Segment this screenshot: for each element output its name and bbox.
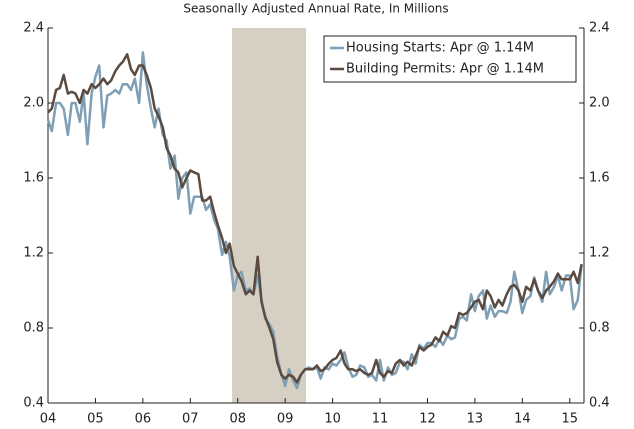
chart-title: Seasonally Adjusted Annual Rate, In Mill… [183,2,448,16]
x-tick-label: 05 [87,412,104,427]
x-tick-label: 08 [229,412,246,427]
x-tick-label: 11 [372,412,389,427]
y2-tick-label: 0.4 [589,396,610,411]
legend-label: Building Permits: Apr @ 1.14M [346,62,544,77]
y2-tick-label: 2.0 [589,96,610,111]
y-tick-label: 2.4 [23,21,44,36]
y-tick-label: 0.4 [23,396,44,411]
y2-tick-label: 0.8 [589,321,610,336]
series-line [47,53,583,384]
x-tick-label: 06 [135,412,152,427]
x-tick-label: 15 [561,412,578,427]
y2-tick-label: 1.6 [589,171,610,186]
y2-tick-label: 2.4 [589,21,610,36]
series-line [46,51,583,390]
y2-tick-label: 1.2 [589,246,610,261]
legend-label: Housing Starts: Apr @ 1.14M [346,41,534,56]
x-tick-label: 09 [277,412,294,427]
x-tick-label: 10 [324,412,341,427]
legend-box [323,35,577,83]
y-tick-label: 2.0 [23,96,44,111]
x-tick-label: 07 [182,412,199,427]
x-tick-label: 14 [514,412,531,427]
x-tick-label: 13 [467,412,484,427]
y-tick-label: 1.2 [23,246,44,261]
x-tick-label: 12 [419,412,436,427]
shaded-region [232,28,307,403]
y-tick-label: 0.8 [23,321,44,336]
y-tick-label: 1.6 [23,171,44,186]
legend: Housing Starts: Apr @ 1.14M Building Perm… [323,35,577,83]
x-tick-label: 04 [40,412,57,427]
